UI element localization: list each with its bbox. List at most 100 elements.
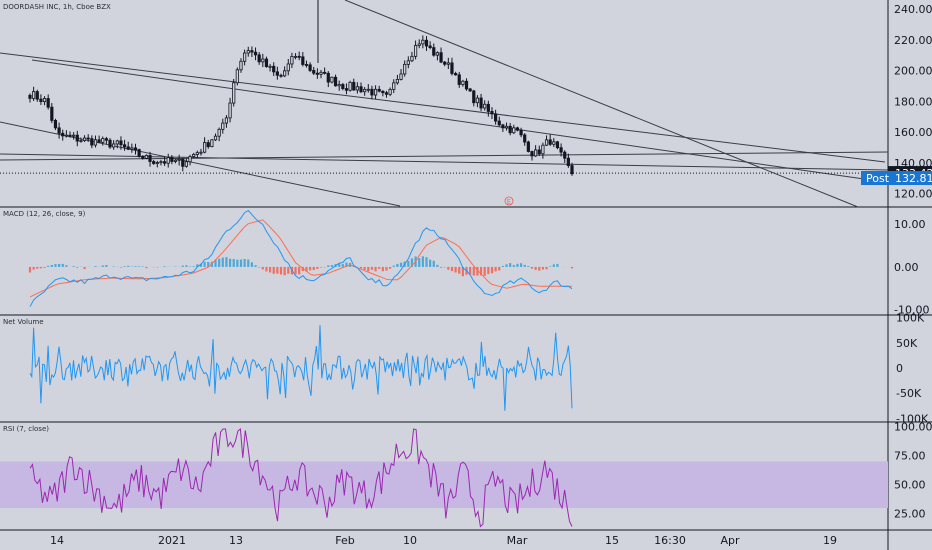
candle-body [246,50,250,54]
candle [221,118,225,134]
candle [152,159,156,165]
candle-body [159,161,163,164]
candle-body [264,58,269,68]
candle [35,89,39,102]
candle-body [428,45,432,48]
candle [28,93,32,103]
candle-body [250,50,254,53]
price-pane[interactable]: E [0,0,889,208]
candle [232,78,236,107]
candle-body [457,74,461,85]
candle [504,122,509,131]
macd-pane[interactable] [28,209,574,307]
candle [403,60,407,77]
candle-body [239,60,243,71]
earnings-marker-label: E [507,199,511,206]
candle-body [46,98,50,108]
candle [275,66,279,80]
price-tick-label: 200.00 [894,65,932,78]
candle-body [461,80,465,85]
candle-body [312,70,316,74]
candle-body [192,154,196,157]
candle [523,133,527,146]
candle-body [115,140,119,145]
candle-body [566,157,570,166]
candle [46,94,50,110]
candle-body [432,47,436,56]
candle [508,123,512,136]
candle [406,56,410,69]
candle [261,53,265,68]
candle [352,78,356,91]
price-tick-label: 120.00 [894,188,932,201]
candle-body [388,89,392,95]
candle-body [217,128,221,137]
candle-body [501,124,505,129]
candle [341,82,345,91]
candle [479,93,483,112]
candle-body [352,81,356,91]
candle-body [32,91,36,99]
candle-body [122,144,127,148]
candle-body [35,91,39,100]
candle [366,84,370,93]
candle-body [126,146,130,150]
candle-body [366,88,370,91]
candle-body [224,117,229,124]
candle-body [333,76,338,87]
candle-body [443,61,447,65]
rsi-pane[interactable] [0,428,888,528]
candle [323,67,327,75]
candle-body [188,156,192,163]
candle-body [544,139,549,146]
candle-body [104,138,108,141]
candle-body [272,65,276,73]
net-volume-legend: Net Volume [3,318,44,326]
candle [228,97,232,123]
price-tick-label: 160.00 [894,126,932,139]
rsi-tick-label: 50.00 [894,479,926,492]
candle [108,138,112,149]
candle-body [486,103,490,112]
time-tick-label: Mar [507,534,528,547]
candle-body [253,51,258,56]
candle-body [537,149,541,155]
candle-body [446,62,450,65]
candle-body [170,157,174,162]
candle-body [108,139,112,148]
candle [395,74,399,85]
candle [304,60,309,68]
candle-body [424,39,429,47]
macd-legend: MACD (12, 26, close, 9) [3,210,86,218]
candle [392,79,396,94]
candle [141,155,145,160]
candle [93,135,98,148]
candle-body [337,84,341,87]
candle-body [173,159,178,162]
rsi-band [0,461,888,508]
candle-body [370,88,374,96]
candle-body [377,88,381,92]
candle [184,158,189,168]
rsi-line [29,428,573,528]
candle-body [381,90,385,94]
candle-body [75,134,79,142]
candle [68,131,72,138]
candle [210,139,214,148]
candle-body [93,139,98,146]
candle [86,134,90,142]
net-volume-pane[interactable] [29,325,573,411]
candle [130,143,134,153]
candle-body [392,82,396,90]
candle-body [395,79,399,84]
candle-body [497,120,501,126]
rsi-tick-label: 25.00 [894,508,926,521]
candle [544,135,549,147]
candle [195,150,199,159]
candle [570,162,574,176]
candle [461,79,465,87]
candle [537,145,541,156]
candle-body [555,141,560,149]
candle-body [119,140,123,146]
